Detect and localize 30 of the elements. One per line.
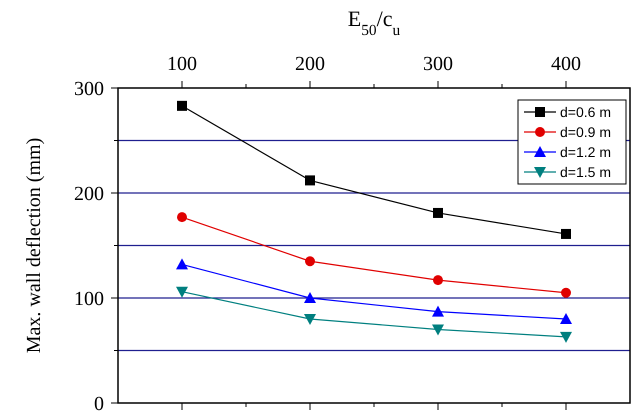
point xyxy=(176,258,188,270)
point xyxy=(177,212,187,222)
x-tick-label: 100 xyxy=(167,53,197,75)
y-tick-label: 300 xyxy=(74,78,104,100)
point xyxy=(433,275,443,286)
y-tick-label: 100 xyxy=(74,288,104,310)
point xyxy=(177,100,187,111)
y-axis-title: Max. wall deflection (mm) xyxy=(23,138,45,354)
point xyxy=(304,292,316,303)
legend-label: d=0.6 m xyxy=(560,104,611,120)
legend-label: d=0.9 m xyxy=(560,124,611,140)
point xyxy=(560,332,572,343)
point xyxy=(560,313,572,324)
x-tick-label: 400 xyxy=(551,53,581,75)
point xyxy=(433,208,443,218)
point xyxy=(561,288,571,298)
legend-label: d=1.5 m xyxy=(560,164,611,180)
y-tick-label: 0 xyxy=(94,393,104,415)
point xyxy=(305,256,315,266)
x-axis-title: E$_{50}$/c$_{u}$ xyxy=(348,6,401,38)
point xyxy=(432,306,444,317)
point xyxy=(176,286,188,298)
legend-label: d=1.2 m xyxy=(560,144,611,160)
point xyxy=(561,228,571,239)
x-tick-label: 300 xyxy=(423,53,453,75)
point xyxy=(305,175,315,186)
y-tick-label: 200 xyxy=(74,183,104,205)
point xyxy=(432,324,444,336)
point xyxy=(304,314,316,325)
x-tick-label: 200 xyxy=(295,53,325,75)
